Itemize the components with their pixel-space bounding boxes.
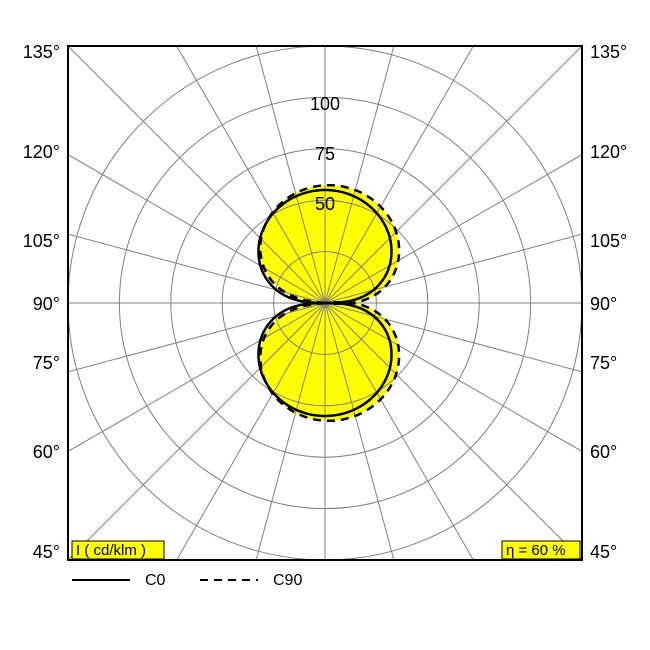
angle-label-right: 45°	[590, 542, 617, 562]
units-label: I ( cd/klm )	[76, 542, 146, 559]
angle-label-left: 45°	[33, 542, 60, 562]
angle-label-left: 105°	[23, 231, 60, 251]
ring-label: 50	[315, 194, 335, 214]
angle-label-left: 60°	[33, 442, 60, 462]
angle-label-right: 90°	[590, 294, 617, 314]
legend-label: C0	[145, 572, 166, 589]
angle-label-right: 120°	[590, 142, 627, 162]
angle-label-left: 120°	[23, 142, 60, 162]
angle-label-left: 90°	[33, 294, 60, 314]
angle-label-left: 135°	[23, 42, 60, 62]
efficiency-label: η = 60 %	[506, 542, 566, 559]
legend-label: C90	[273, 572, 302, 589]
angle-label-right: 135°	[590, 42, 627, 62]
ring-label: 100	[310, 94, 340, 114]
angle-label-left: 75°	[33, 353, 60, 373]
angle-label-right: 60°	[590, 442, 617, 462]
angle-label-right: 105°	[590, 231, 627, 251]
ring-label: 75	[315, 144, 335, 164]
angle-label-right: 75°	[590, 353, 617, 373]
polar-chart: 50 75 100 135° 120° 105° 90° 75° 60° 45° 135° 120° 1…	[0, 0, 650, 650]
